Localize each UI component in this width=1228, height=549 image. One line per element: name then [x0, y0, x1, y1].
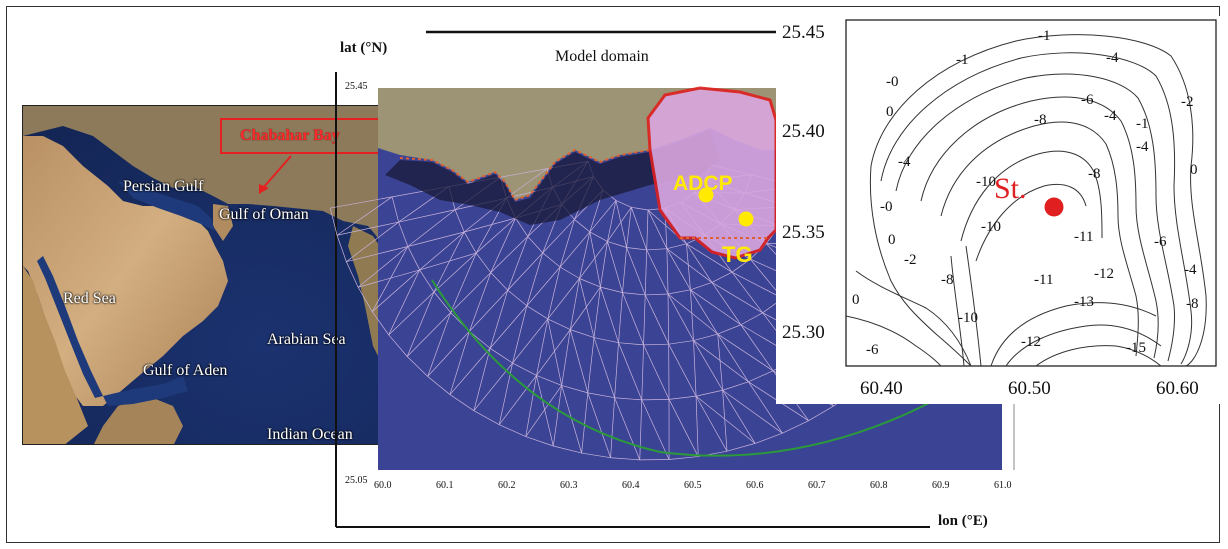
chabahar-bay-highlight-box: Chabahar Bay [220, 118, 400, 154]
domain-x-tick: 60.4 [622, 480, 640, 491]
domain-x-tick: 60.7 [808, 480, 826, 491]
contour-label: -0 [886, 74, 899, 90]
bathy-x-tick-1: 60.40 [860, 378, 903, 399]
station-marker [1044, 197, 1064, 217]
contour-label: -10 [976, 174, 996, 190]
contour-labels: -1 -1 -4 -0 0 -6 -2 -8 -4 -1 -8 -4 0 -4 -10 -0 -10 -6 0 -2 -… [852, 28, 1199, 358]
bathy-x-tick-3: 60.60 [1156, 378, 1199, 399]
domain-x-tick: 60.1 [436, 480, 454, 491]
contour-label: -1 [956, 52, 969, 68]
bathy-y-tick-2: 25.40 [782, 121, 825, 142]
bathy-y-tick-4: 25.30 [782, 322, 825, 343]
contour-label: -13 [1074, 294, 1094, 310]
contour-label: -0 [880, 199, 893, 215]
contour-label: -4 [898, 154, 911, 170]
contour-label: -1 [1136, 116, 1149, 132]
contour-label: -2 [904, 252, 917, 268]
contour-label: 0 [888, 232, 896, 248]
domain-x-tick: 60.0 [374, 480, 392, 491]
contour-label: -4 [1104, 108, 1117, 124]
contour-label: -10 [958, 310, 978, 326]
regional-map-graphic [23, 106, 423, 444]
contour-label: -10 [981, 219, 1001, 235]
contour-label: -11 [1034, 272, 1053, 288]
gulf-of-oman-label: Gulf of Oman [219, 206, 309, 223]
contour-label: -4 [1184, 262, 1197, 278]
persian-gulf-label: Persian Gulf [123, 178, 204, 195]
contour-label: -2 [1181, 94, 1194, 110]
contour-label: -4 [1136, 139, 1149, 155]
chabahar-arrow [262, 155, 292, 189]
bathy-y-tick-3: 25.35 [782, 222, 825, 243]
bathy-x-tick-2: 60.50 [1008, 378, 1051, 399]
domain-x-tick: 61.0 [994, 480, 1012, 491]
domain-x-tick: 60.6 [746, 480, 764, 491]
contour-label: 0 [886, 104, 894, 120]
domain-x-tick: 60.8 [870, 480, 888, 491]
contour-label: 0 [1190, 162, 1198, 178]
red-sea-label: Red Sea [63, 290, 116, 307]
contour-label: -15 [1126, 340, 1146, 356]
contour-label: -4 [1106, 50, 1119, 66]
contour-label: -8 [941, 272, 954, 288]
domain-y-axis-label: lat (°N) [340, 40, 388, 56]
domain-y-tick-top: 25.45 [345, 81, 368, 92]
bathymetry-plot-frame [845, 19, 1217, 367]
domain-x-tick: 60.5 [684, 480, 702, 491]
contour-label: -8 [1088, 166, 1101, 182]
station-label: St. [994, 172, 1027, 205]
contour-label: -12 [1021, 334, 1041, 350]
domain-x-tick: 60.9 [932, 480, 950, 491]
indian-ocean-label: Indian Ocean [267, 426, 353, 443]
bathy-y-tick-1: 25.45 [782, 22, 825, 43]
bathymetry-inset: -1 -1 -4 -0 0 -6 -2 -8 -4 -1 -8 -4 0 -4 -10 -0 -10 -6 0 -2 -… [776, 16, 1220, 404]
domain-title: Model domain [555, 48, 649, 65]
regional-satellite-map: Chabahar Bay Persian Gulf Gulf of Oman R… [22, 105, 424, 445]
domain-x-tick: 60.2 [498, 480, 516, 491]
contour-label: -12 [1094, 266, 1114, 282]
contour-label: -8 [1034, 112, 1047, 128]
contour-label: -6 [1154, 234, 1167, 250]
contour-label: -6 [866, 342, 879, 358]
contour-label: -6 [1081, 92, 1094, 108]
arabian-sea-label: Arabian Sea [267, 331, 346, 348]
gulf-of-aden-label: Gulf of Aden [143, 362, 228, 379]
domain-x-axis-label: lon (°E) [938, 513, 988, 529]
contour-label: 0 [852, 292, 860, 308]
contour-label: -11 [1074, 229, 1093, 245]
contour-label: -8 [1186, 296, 1199, 312]
bathymetry-contour-plot: -1 -1 -4 -0 0 -6 -2 -8 -4 -1 -8 -4 0 -4 -10 -0 -10 -6 0 -2 -… [845, 19, 1217, 367]
domain-y-tick-bottom: 25.05 [345, 475, 368, 486]
bathymetry-contours [845, 34, 1207, 367]
domain-x-tick: 60.3 [560, 480, 578, 491]
contour-label: -1 [1038, 28, 1051, 44]
chabahar-bay-label: Chabahar Bay [240, 127, 340, 144]
